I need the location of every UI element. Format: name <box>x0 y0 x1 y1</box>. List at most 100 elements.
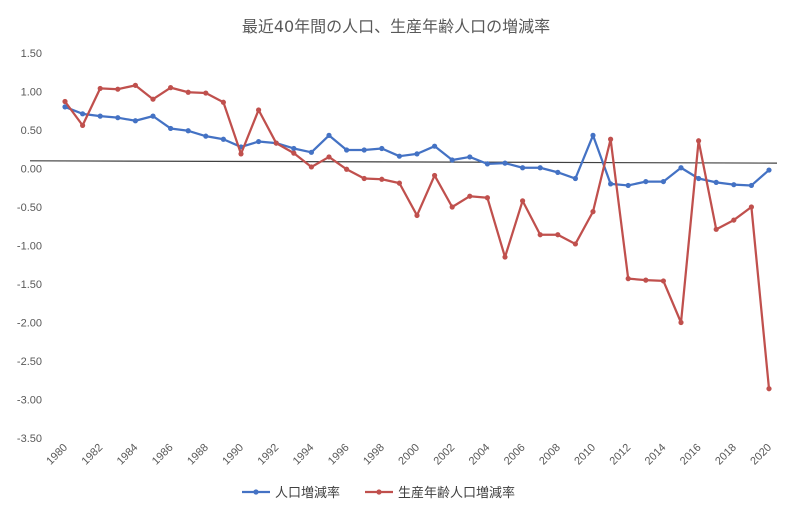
data-point <box>731 182 737 188</box>
data-point <box>291 150 297 156</box>
data-point <box>696 138 702 144</box>
data-point <box>256 107 262 113</box>
data-point <box>678 319 684 326</box>
data-point <box>432 143 438 149</box>
data-point <box>643 178 649 185</box>
data-point <box>115 115 121 121</box>
x-tick-label: 2004 <box>467 442 493 468</box>
data-point <box>537 165 543 171</box>
data-point <box>555 169 561 175</box>
data-point <box>379 176 385 182</box>
legend: 人口増減率 生産年齢人口増減率 <box>242 485 515 501</box>
x-tick-label: 2008 <box>537 442 563 468</box>
y-tick-label: -0.50 <box>17 202 42 214</box>
data-point <box>520 198 526 204</box>
data-point <box>678 165 684 171</box>
data-point <box>572 241 579 247</box>
data-point <box>396 153 402 159</box>
x-tick-label: 1986 <box>150 442 176 468</box>
data-point <box>432 172 438 179</box>
data-point <box>185 89 191 95</box>
x-tick-label: 1984 <box>115 442 141 468</box>
data-point <box>308 149 314 155</box>
data-point <box>344 147 350 153</box>
data-point <box>467 154 473 160</box>
data-point <box>625 182 631 189</box>
series-group <box>62 82 772 392</box>
data-point <box>643 277 649 283</box>
y-tick-label: -1.00 <box>17 241 42 253</box>
data-point <box>484 161 490 167</box>
data-point <box>132 82 138 88</box>
data-point <box>326 154 332 160</box>
legend-label: 生産年齢人口増減率 <box>398 485 515 501</box>
data-point <box>572 175 579 182</box>
x-axis-tick-labels: 1980 1982 1984 1986 1988 1990 1992 1994 1996 1998… <box>44 442 774 468</box>
data-point <box>115 86 121 92</box>
x-tick-label: 2018 <box>713 442 739 468</box>
x-tick-label: 2012 <box>608 442 634 468</box>
data-point <box>396 180 402 186</box>
x-tick-label: 2006 <box>502 442 528 468</box>
data-point <box>449 204 455 210</box>
data-point <box>185 128 191 134</box>
data-point <box>62 98 68 105</box>
data-point <box>361 147 367 153</box>
data-point <box>467 193 473 199</box>
y-tick-label: -3.50 <box>17 433 42 445</box>
reference-line-group <box>29 160 778 164</box>
data-point <box>80 122 86 128</box>
x-tick-label: 2010 <box>572 442 598 468</box>
y-tick-label: 0.50 <box>21 125 42 137</box>
y-tick-label: 1.00 <box>21 87 42 99</box>
legend-swatch-marker <box>253 489 259 495</box>
data-point <box>361 175 367 182</box>
data-point <box>502 160 508 166</box>
data-point <box>203 133 209 139</box>
y-axis-tick-labels: 1.50 1.00 0.50 0.00 -0.50 -1.00 -1.50 -2.00 -2.5… <box>17 48 42 445</box>
data-point <box>731 217 737 223</box>
data-point <box>344 166 350 172</box>
data-point <box>625 276 631 282</box>
data-point <box>608 136 614 142</box>
x-tick-label: 2016 <box>678 442 704 468</box>
data-point <box>220 99 226 105</box>
data-point <box>660 178 667 185</box>
data-point <box>97 85 103 92</box>
data-point <box>414 151 420 157</box>
y-tick-label: -2.50 <box>17 356 42 368</box>
data-point <box>291 145 297 152</box>
data-point <box>168 85 174 91</box>
data-point <box>168 125 174 132</box>
data-point <box>713 179 719 185</box>
data-point <box>590 209 596 215</box>
data-point <box>748 204 755 210</box>
x-tick-label: 2002 <box>432 442 458 468</box>
series-line-0 <box>64 105 770 187</box>
data-point <box>238 151 244 157</box>
data-point <box>502 254 508 260</box>
x-tick-label: 1988 <box>185 442 211 468</box>
data-point <box>62 104 68 110</box>
x-tick-label: 1994 <box>291 442 317 468</box>
data-point <box>132 118 138 124</box>
data-point <box>660 278 667 284</box>
data-point <box>766 167 772 173</box>
x-tick-label: 1990 <box>220 442 246 468</box>
x-tick-label: 1996 <box>326 442 352 468</box>
x-tick-label: 2014 <box>643 442 669 468</box>
legend-label: 人口増減率 <box>275 485 340 501</box>
data-point <box>326 132 332 138</box>
data-point <box>766 386 772 392</box>
data-point <box>484 195 490 201</box>
data-point <box>537 232 543 238</box>
y-tick-label: -1.50 <box>17 279 42 291</box>
legend-swatch-marker <box>376 489 382 495</box>
data-point <box>203 90 209 96</box>
y-tick-label: 0.00 <box>21 164 42 176</box>
data-point <box>97 113 103 119</box>
data-point <box>713 226 719 232</box>
data-point <box>150 96 156 102</box>
